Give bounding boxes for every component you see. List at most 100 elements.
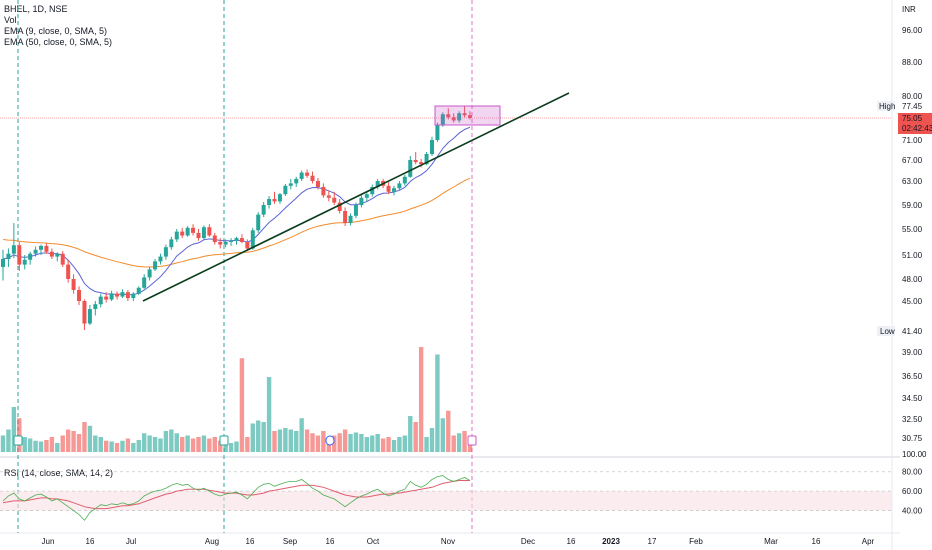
- volume-bar: [234, 441, 239, 452]
- volume-bar: [408, 416, 413, 452]
- candle-body: [93, 304, 98, 310]
- candle-body: [337, 202, 342, 211]
- volume-bar: [38, 441, 44, 452]
- candle: [435, 122, 440, 142]
- candle: [343, 207, 348, 226]
- volume-bar: [136, 440, 141, 452]
- candle: [315, 177, 320, 190]
- time-tick: Aug: [205, 537, 219, 546]
- low-label: Low: [880, 327, 895, 336]
- volume-bar: [60, 435, 65, 452]
- time-tick: Jul: [126, 537, 136, 546]
- candle: [125, 290, 130, 301]
- candle-body: [147, 269, 152, 278]
- candle-body: [435, 124, 440, 140]
- candle: [77, 286, 82, 306]
- volume-bar: [435, 354, 440, 452]
- candle-body: [44, 245, 49, 252]
- volume-bar: [11, 407, 17, 452]
- volume-bar: [299, 418, 304, 452]
- time-tick: 16: [246, 537, 255, 546]
- volume-bar: [315, 435, 321, 452]
- candle: [115, 291, 120, 300]
- candle: [223, 239, 228, 248]
- high-label: High: [879, 102, 895, 111]
- candle-body: [272, 199, 277, 202]
- price-tick: 71.00: [902, 136, 923, 145]
- countdown-value: 02:42:43: [902, 124, 932, 133]
- candle-body: [136, 287, 141, 294]
- volume-bar: [109, 441, 114, 452]
- volume-bar: [141, 433, 147, 452]
- volume-bar: [212, 437, 217, 452]
- candle-body: [429, 140, 434, 154]
- candle-body: [115, 293, 120, 297]
- volume-bar: [424, 437, 429, 452]
- candle: [136, 286, 141, 296]
- ema-9-line: [2, 126, 471, 296]
- symbol-title: BHEL, 1D, NSE: [4, 4, 68, 14]
- candle-body: [267, 199, 272, 205]
- candle-body: [71, 279, 76, 290]
- currency-label: INR: [902, 5, 916, 14]
- price-tick: 63.00: [902, 177, 923, 186]
- volume-bar: [17, 418, 22, 452]
- price-tick: 45.00: [902, 297, 923, 306]
- candle: [245, 239, 250, 252]
- volume-bar: [277, 429, 283, 452]
- volume-bar: [125, 438, 131, 452]
- candle: [60, 251, 65, 267]
- candle-body: [125, 292, 130, 299]
- candle: [364, 191, 369, 202]
- event-marker: [219, 435, 229, 446]
- candle-body: [343, 211, 348, 223]
- volume-bar: [348, 434, 353, 452]
- volume-bar: [364, 437, 370, 452]
- candle: [386, 182, 391, 195]
- candle: [93, 301, 98, 316]
- candle: [402, 174, 407, 186]
- candle: [451, 113, 456, 123]
- candle: [429, 136, 434, 156]
- candle-body: [408, 160, 413, 177]
- ema-fast-label: EMA (9, close, 0, SMA, 5): [4, 26, 108, 36]
- candle-body: [462, 113, 467, 116]
- candle: [147, 267, 152, 281]
- vol-label: Vol: [4, 15, 17, 25]
- candle-body: [348, 215, 353, 223]
- candle: [353, 202, 358, 219]
- candle: [348, 213, 353, 226]
- volume-bar: [22, 437, 27, 452]
- candle-body: [207, 227, 212, 236]
- candle: [332, 191, 337, 205]
- candle: [142, 274, 147, 290]
- volume-bar: [114, 443, 120, 452]
- candle-body: [326, 195, 331, 198]
- candle-body: [180, 231, 185, 236]
- candle-body: [17, 245, 22, 265]
- candle: [413, 152, 418, 165]
- price-tick: 88.00: [902, 58, 923, 67]
- candle-body: [370, 187, 375, 195]
- price-tick: 55.00: [902, 225, 923, 234]
- candle-body: [223, 242, 228, 245]
- candle-body: [1, 259, 5, 267]
- candle-body: [250, 230, 255, 249]
- candle-body: [321, 187, 326, 196]
- time-tick: Apr: [862, 537, 875, 546]
- time-tick: Jun: [42, 537, 55, 546]
- candle-body: [142, 277, 147, 288]
- time-tick: Oct: [367, 537, 380, 546]
- time-tick: 16: [86, 537, 95, 546]
- volume-bar: [239, 358, 245, 452]
- candle-body: [468, 115, 472, 118]
- candle: [49, 248, 54, 259]
- candle: [321, 183, 326, 198]
- candle: [234, 236, 239, 245]
- price-tick: 36.50: [902, 372, 923, 381]
- candle: [153, 259, 158, 271]
- candle-body: [185, 227, 190, 236]
- candle: [169, 236, 174, 250]
- volume-bar: [6, 429, 11, 452]
